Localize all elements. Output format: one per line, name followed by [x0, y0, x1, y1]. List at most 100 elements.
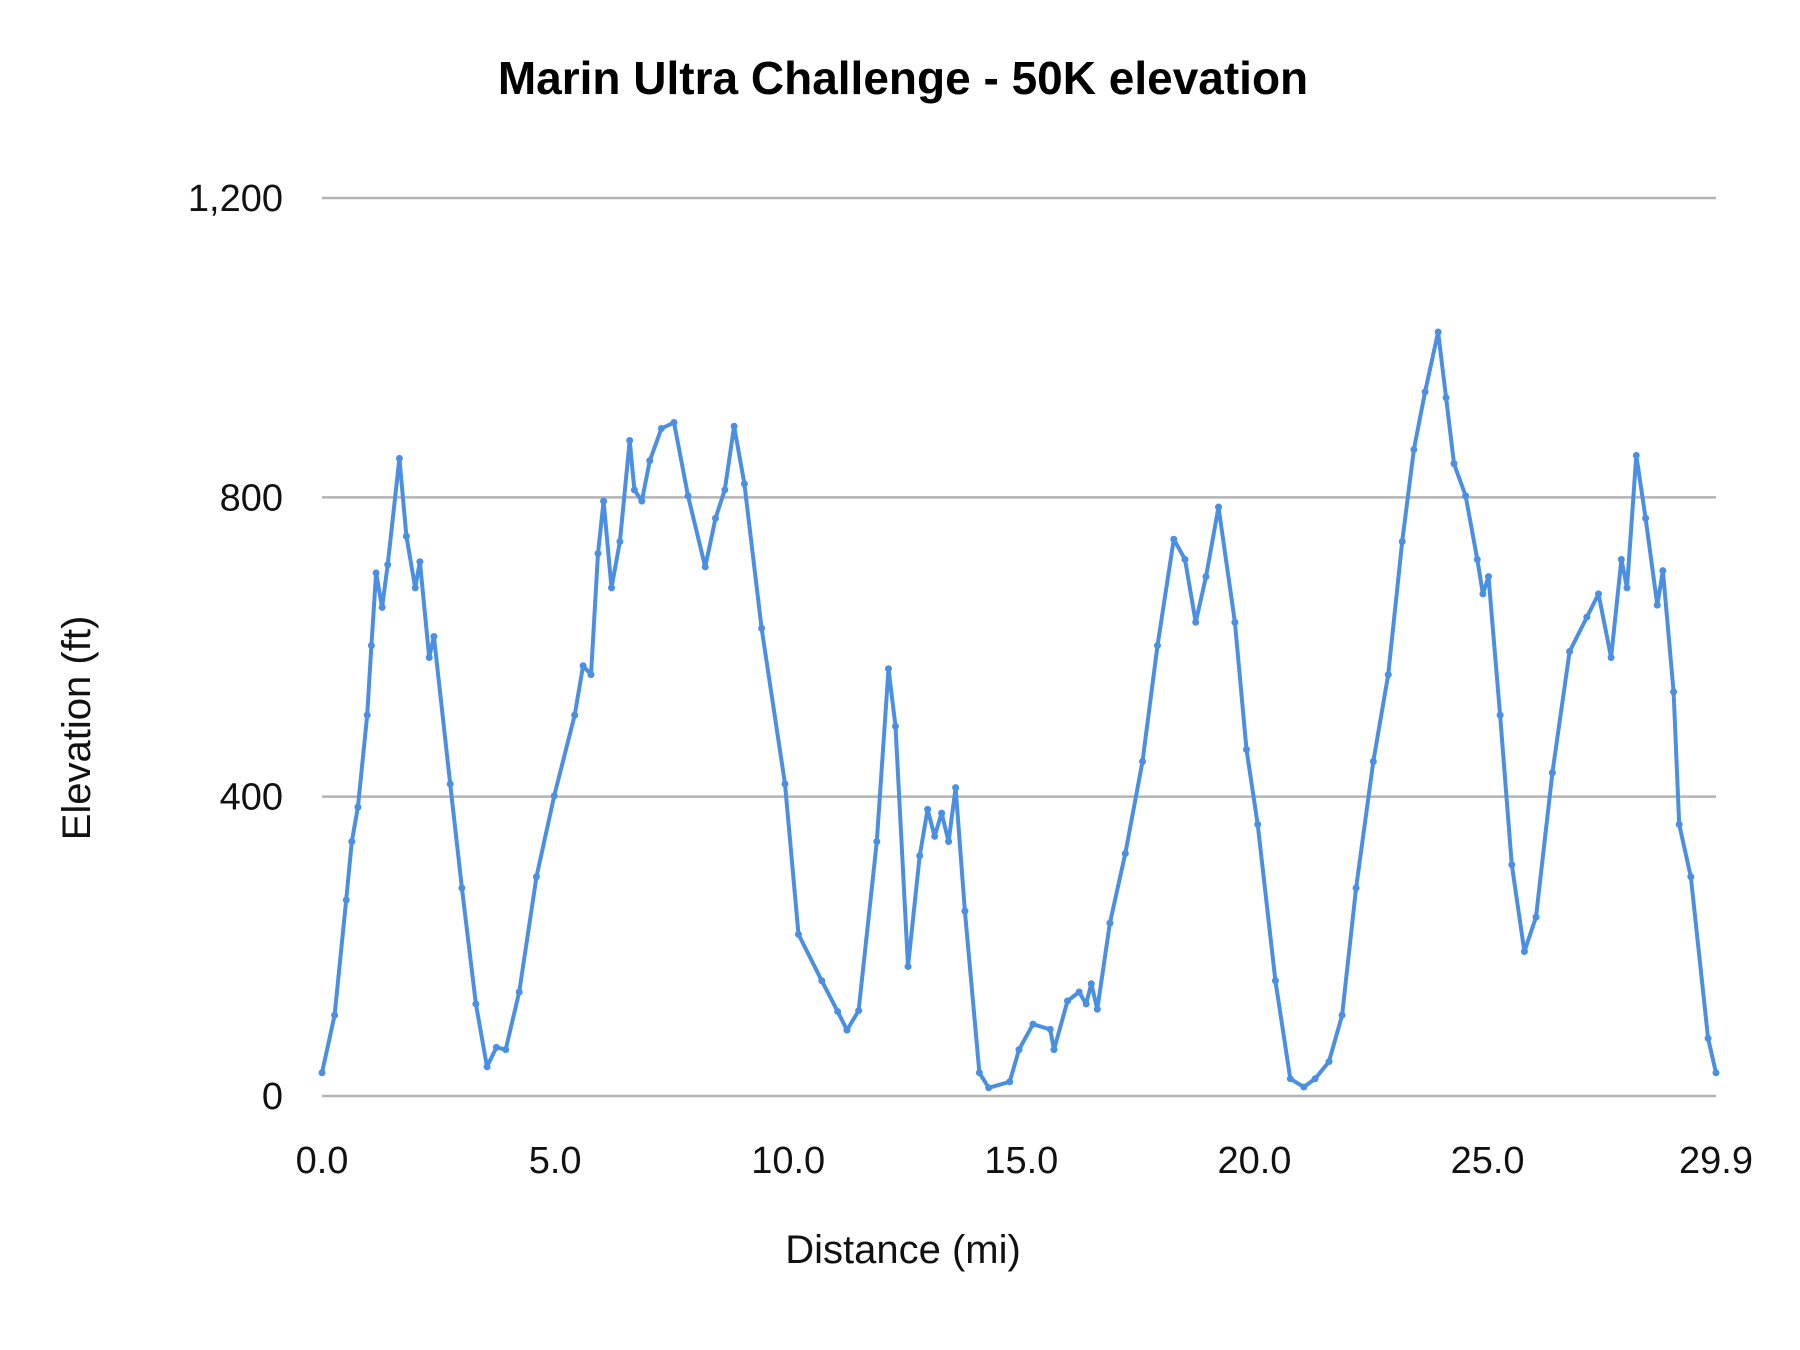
data-point [395, 454, 403, 462]
y-tick-label: 800 [220, 477, 283, 519]
data-point [1087, 980, 1095, 988]
data-point [884, 665, 892, 673]
data-point [416, 558, 424, 566]
data-point [1583, 613, 1591, 621]
data-point [1520, 948, 1528, 956]
data-point [1015, 1046, 1023, 1054]
x-tick-label: 15.0 [984, 1140, 1058, 1182]
data-point [1192, 618, 1200, 626]
data-point [1029, 1020, 1037, 1028]
data-point [855, 1007, 863, 1015]
data-point [1063, 997, 1071, 1005]
data-point [730, 422, 738, 430]
data-point [1642, 514, 1650, 522]
gridlines [322, 196, 1716, 1098]
data-point [1050, 1046, 1058, 1054]
data-point [492, 1043, 500, 1051]
x-tick-label: 29.9 [1679, 1140, 1753, 1182]
data-point [758, 624, 766, 632]
series-line [320, 330, 1718, 1090]
data-point [904, 963, 912, 971]
data-point [1181, 555, 1189, 563]
data-point [1352, 884, 1360, 892]
data-point [331, 1011, 339, 1019]
data-point [781, 780, 789, 788]
x-tick-label: 0.0 [296, 1140, 349, 1182]
chart-title: Marin Ultra Challenge - 50K elevation [498, 52, 1308, 104]
data-point [378, 603, 386, 611]
data-point [1687, 873, 1695, 881]
data-point [402, 532, 410, 540]
data-point [721, 486, 729, 494]
data-point [1286, 1075, 1294, 1083]
data-point [1202, 573, 1210, 581]
data-point [684, 492, 692, 500]
data-point [952, 784, 960, 792]
x-axis-label: Distance (mi) [785, 1228, 1021, 1272]
data-point [1006, 1078, 1014, 1086]
data-point [532, 873, 540, 881]
data-point [1675, 820, 1683, 828]
data-point [1442, 394, 1450, 402]
data-point [1595, 590, 1603, 598]
data-point [1421, 388, 1429, 396]
data-point [1254, 820, 1262, 828]
data-point [701, 563, 709, 571]
data-point [1243, 746, 1251, 754]
data-point [961, 907, 969, 915]
data-point [657, 424, 665, 432]
data-point [740, 480, 748, 488]
data-point [571, 711, 579, 719]
data-point [472, 1000, 480, 1008]
data-point [1632, 451, 1640, 459]
data-point [1075, 988, 1083, 996]
y-axis-label: Elevation (ft) [55, 616, 99, 841]
y-tick-label: 1,200 [188, 178, 283, 220]
data-point [1566, 647, 1574, 655]
data-point [1338, 1011, 1346, 1019]
elevation-series [318, 328, 1720, 1092]
data-point [1410, 445, 1418, 453]
data-point [1082, 1000, 1090, 1008]
data-point [550, 792, 558, 800]
data-point [348, 838, 356, 846]
data-point [818, 977, 826, 985]
data-point [1106, 919, 1114, 927]
y-tick-label: 400 [220, 777, 283, 819]
data-point [384, 561, 392, 569]
data-point [916, 852, 924, 860]
data-point [1325, 1058, 1333, 1066]
data-point [354, 803, 362, 811]
data-point [1607, 653, 1615, 661]
data-point [1215, 503, 1223, 511]
data-point [1473, 555, 1481, 563]
data-point [931, 832, 939, 840]
x-axis-ticks: 0.0 5.0 10.0 15.0 20.0 25.0 29.9 [296, 1140, 1753, 1182]
data-point [1548, 769, 1556, 777]
data-point [458, 884, 466, 892]
data-point [938, 809, 946, 817]
data-point [975, 1069, 983, 1077]
data-point [1532, 913, 1540, 921]
data-point [483, 1063, 491, 1071]
data-point [985, 1084, 993, 1092]
data-point [873, 838, 881, 846]
data-point [608, 584, 616, 592]
data-point [1462, 492, 1470, 500]
data-point [834, 1007, 842, 1015]
data-point [616, 537, 624, 545]
data-point [1653, 601, 1661, 609]
data-point [638, 497, 646, 505]
data-point [1093, 1005, 1101, 1013]
data-point [1300, 1083, 1308, 1091]
data-point [587, 671, 595, 679]
data-point [367, 642, 375, 650]
data-point [1670, 688, 1678, 696]
data-point [1369, 757, 1377, 765]
data-point [630, 486, 638, 494]
data-point [363, 711, 371, 719]
data-point [1311, 1075, 1319, 1083]
data-point [1046, 1025, 1054, 1033]
data-point [446, 780, 454, 788]
data-point [626, 436, 634, 444]
